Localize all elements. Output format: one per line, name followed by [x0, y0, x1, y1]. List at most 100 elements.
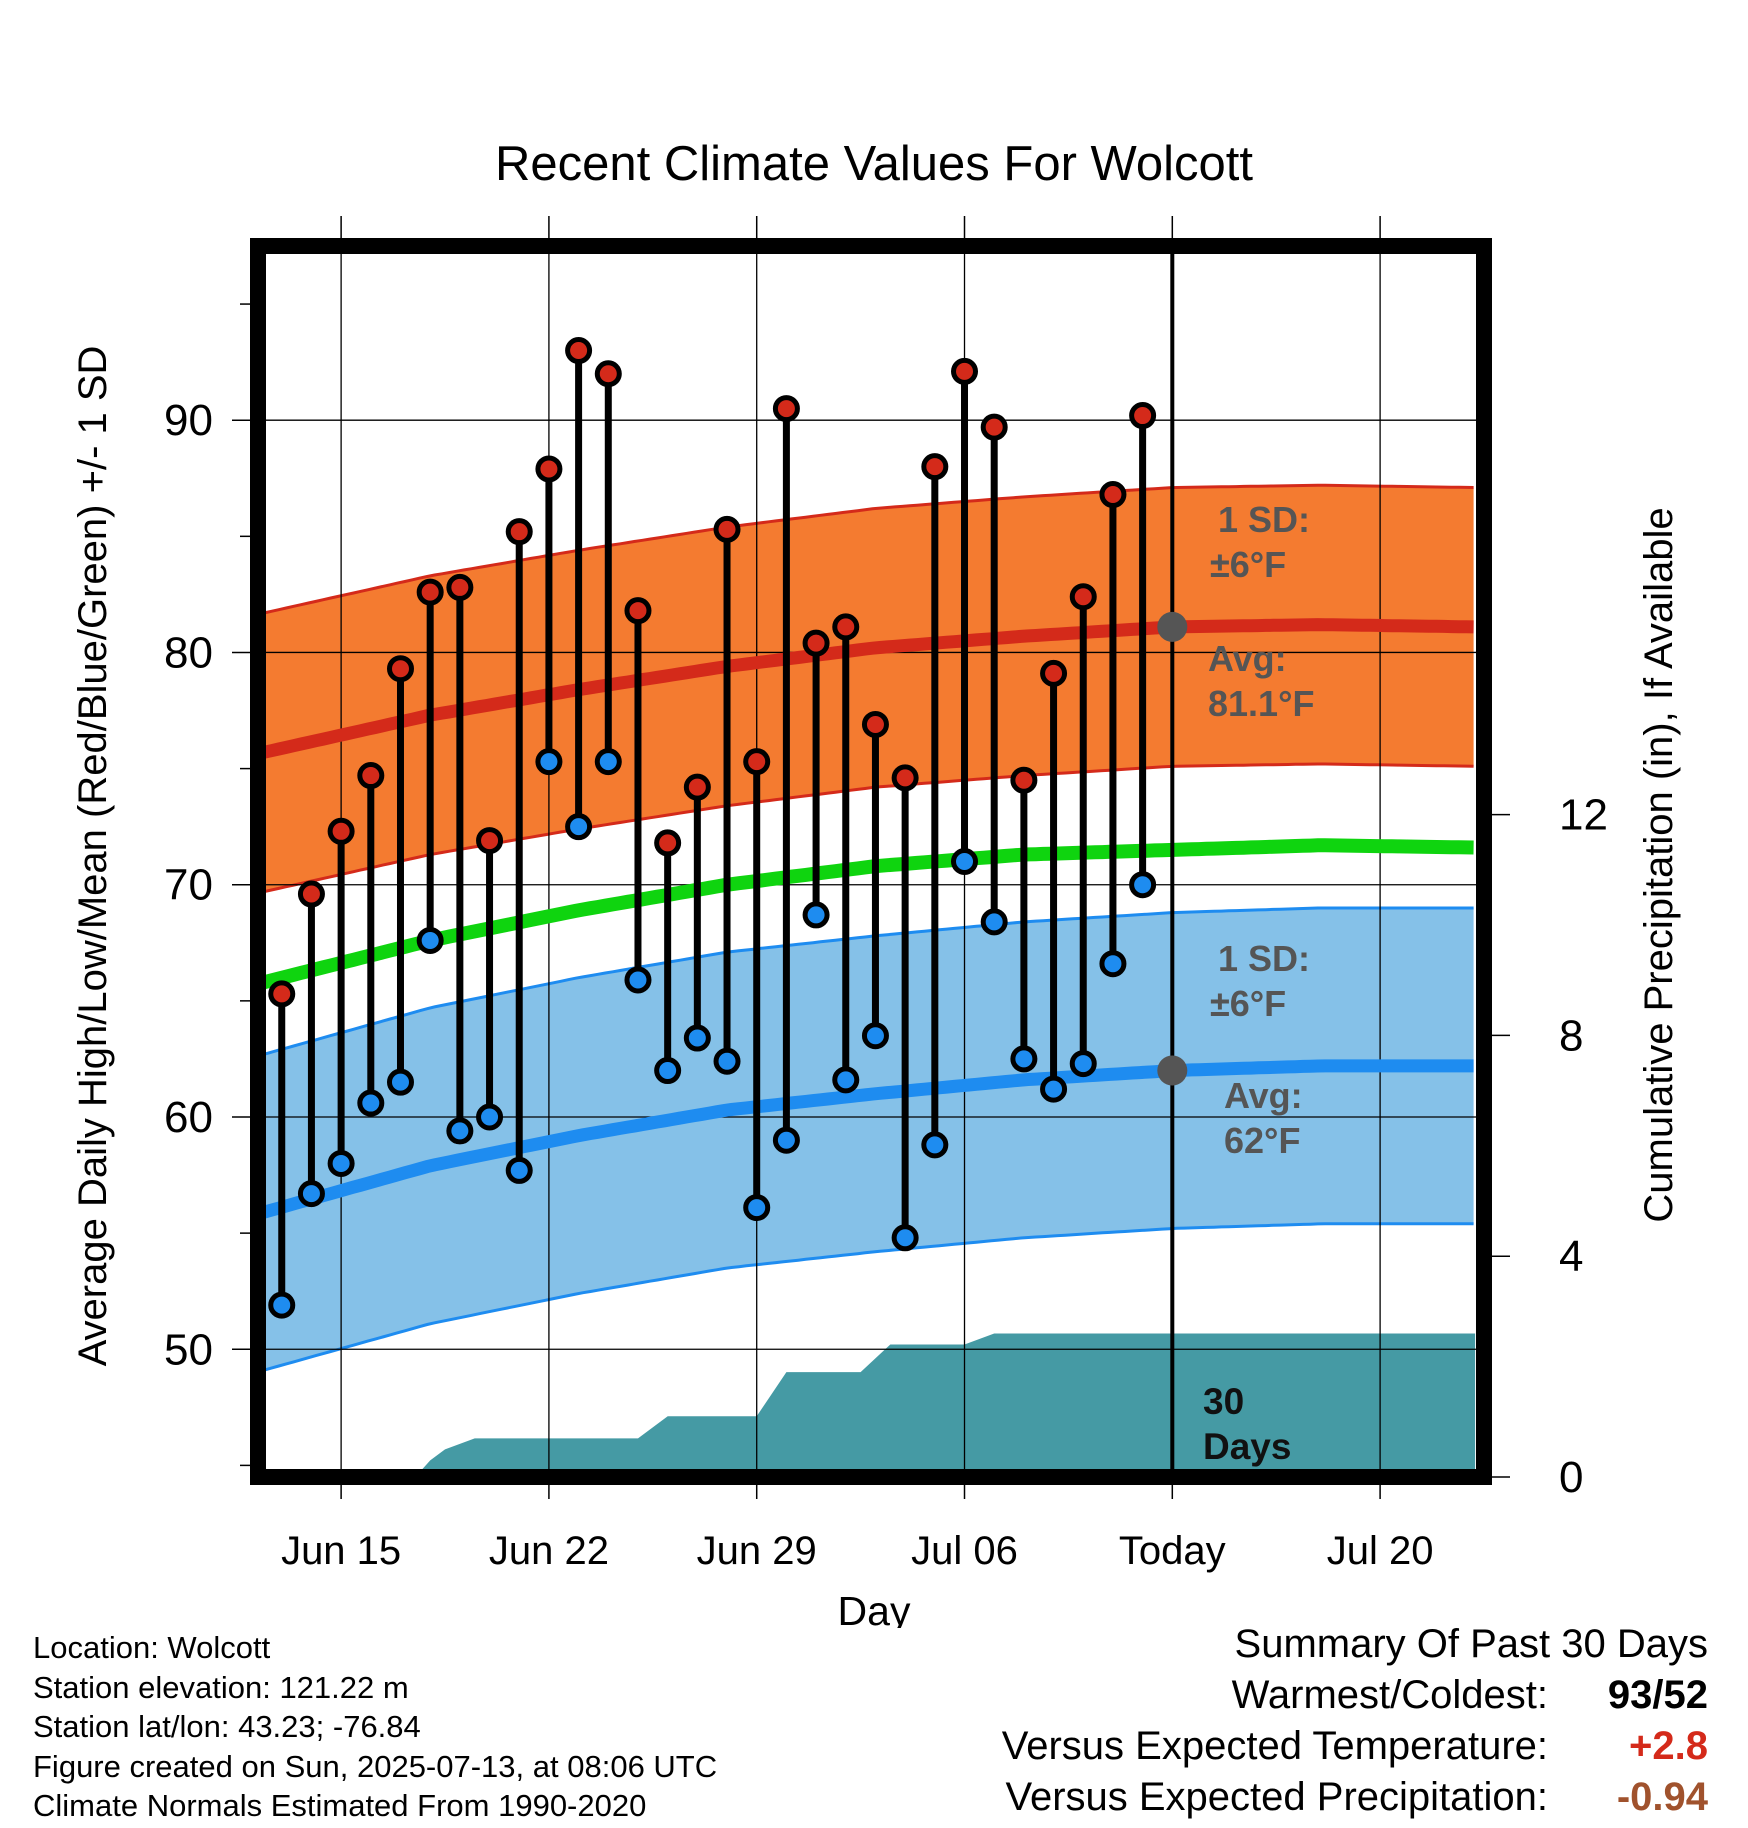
temp-value: +2.8 — [1629, 1724, 1708, 1768]
low-point — [1040, 1075, 1068, 1103]
high-point — [1069, 583, 1097, 611]
high-point — [505, 518, 533, 546]
warm-cold-label: Warmest/Coldest: — [1231, 1673, 1548, 1717]
high-point — [683, 773, 711, 801]
x-tick-label: Jun 29 — [697, 1529, 817, 1573]
summary-panel: Summary Of Past 30 Days Warmest/Coldest:… — [1002, 1622, 1708, 1826]
low-point — [1129, 871, 1157, 899]
plot-frame — [250, 238, 1492, 1485]
low-point — [1069, 1050, 1097, 1078]
temp-row: Versus Expected Temperature: +2.8 — [1002, 1724, 1708, 1775]
low-point — [386, 1068, 414, 1096]
low-point — [861, 1022, 889, 1050]
high-point — [446, 573, 474, 601]
days-label-number: 30 — [1203, 1381, 1244, 1422]
high-point — [1129, 402, 1157, 430]
high-point — [891, 764, 919, 792]
low-point — [476, 1103, 504, 1131]
x-tick-label: Jul 20 — [1327, 1529, 1434, 1573]
low-point — [268, 1291, 296, 1319]
high-point — [654, 829, 682, 857]
y-tick-label: 50 — [164, 1325, 213, 1374]
low-point — [683, 1024, 711, 1052]
latlon-text: Station lat/lon: 43.23; -76.84 — [33, 1709, 421, 1744]
high-point — [832, 613, 860, 641]
high-sd-value: ±6°F — [1210, 544, 1286, 585]
x-axis-label: Day — [838, 1588, 911, 1628]
low-point — [327, 1149, 355, 1177]
high-point — [802, 629, 830, 657]
high-point — [713, 515, 741, 543]
high-point — [772, 395, 800, 423]
high-point — [297, 880, 325, 908]
low-point — [357, 1089, 385, 1117]
today-low-avg-dot — [1157, 1055, 1188, 1086]
climate-chart: Recent Climate Values For Wolcott 1 SD:±… — [71, 137, 1681, 1628]
low-avg-line — [262, 1059, 1474, 1219]
high-point — [268, 980, 296, 1008]
high-avg-line — [262, 618, 1474, 759]
normals-text: Climate Normals Estimated From 1990-2020 — [33, 1788, 647, 1823]
y2-tick-label: 8 — [1559, 1011, 1583, 1060]
low-point — [1099, 950, 1127, 978]
y-tick-label: 60 — [164, 1093, 213, 1142]
low-avg-title: Avg: — [1224, 1075, 1303, 1116]
x-tick-label: Jun 15 — [281, 1529, 401, 1573]
low-point — [624, 966, 652, 994]
precip-value: -0.94 — [1616, 1775, 1708, 1819]
high-point — [980, 413, 1008, 441]
y2-tick-label: 4 — [1559, 1232, 1583, 1281]
low-point — [772, 1126, 800, 1154]
mean-line — [262, 838, 1474, 990]
high-point — [861, 710, 889, 738]
precip-area — [415, 1333, 1476, 1477]
high-band-upper-edge — [263, 483, 1474, 615]
precip-row: Versus Expected Precipitation: -0.94 — [1002, 1775, 1708, 1826]
high-point — [357, 762, 385, 790]
low-point — [743, 1194, 771, 1222]
warm-cold-value: 93/52 — [1607, 1673, 1709, 1717]
low-point — [921, 1131, 949, 1159]
low-point — [713, 1047, 741, 1075]
low-point — [1010, 1045, 1038, 1073]
x-tick-label: Jul 06 — [911, 1529, 1018, 1573]
temp-label: Versus Expected Temperature: — [1001, 1724, 1548, 1768]
y-tick-label: 90 — [164, 396, 213, 445]
low-point — [416, 926, 444, 954]
high-point — [1040, 659, 1068, 687]
low-point — [594, 748, 622, 776]
low-point — [802, 901, 830, 929]
low-point — [980, 908, 1008, 936]
low-avg-value: 62°F — [1224, 1120, 1300, 1161]
low-point — [565, 813, 593, 841]
high-point — [535, 455, 563, 483]
precip-label: Versus Expected Precipitation: — [1005, 1775, 1548, 1819]
low-point — [535, 748, 563, 776]
high-point — [1099, 481, 1127, 509]
high-point — [327, 817, 355, 845]
coldest-value: 52 — [1663, 1673, 1709, 1717]
high-point — [594, 360, 622, 388]
high-point — [386, 655, 414, 683]
days-label-word: Days — [1203, 1426, 1291, 1467]
high-point — [1010, 766, 1038, 794]
low-band-lower-edge — [263, 1222, 1474, 1372]
low-sd-value: ±6°F — [1210, 983, 1286, 1024]
created-text: Figure created on Sun, 2025-07-13, at 08… — [33, 1748, 718, 1784]
y-tick-label: 70 — [164, 861, 213, 910]
high-point — [416, 578, 444, 606]
high-avg-value: 81.1°F — [1208, 683, 1314, 724]
low-point — [951, 848, 979, 875]
high-avg-title: Avg: — [1208, 638, 1287, 679]
low-band-upper-edge — [263, 906, 1474, 1056]
location-text: Location: Wolcott — [33, 1630, 271, 1665]
high-point — [565, 337, 593, 365]
high-point — [951, 357, 979, 385]
high-sd-title: 1 SD: — [1218, 499, 1310, 540]
chart-title: Recent Climate Values For Wolcott — [495, 137, 1253, 191]
elevation-text: Station elevation: 121.22 m — [33, 1669, 409, 1705]
high-point — [743, 748, 771, 776]
low-point — [654, 1057, 682, 1085]
